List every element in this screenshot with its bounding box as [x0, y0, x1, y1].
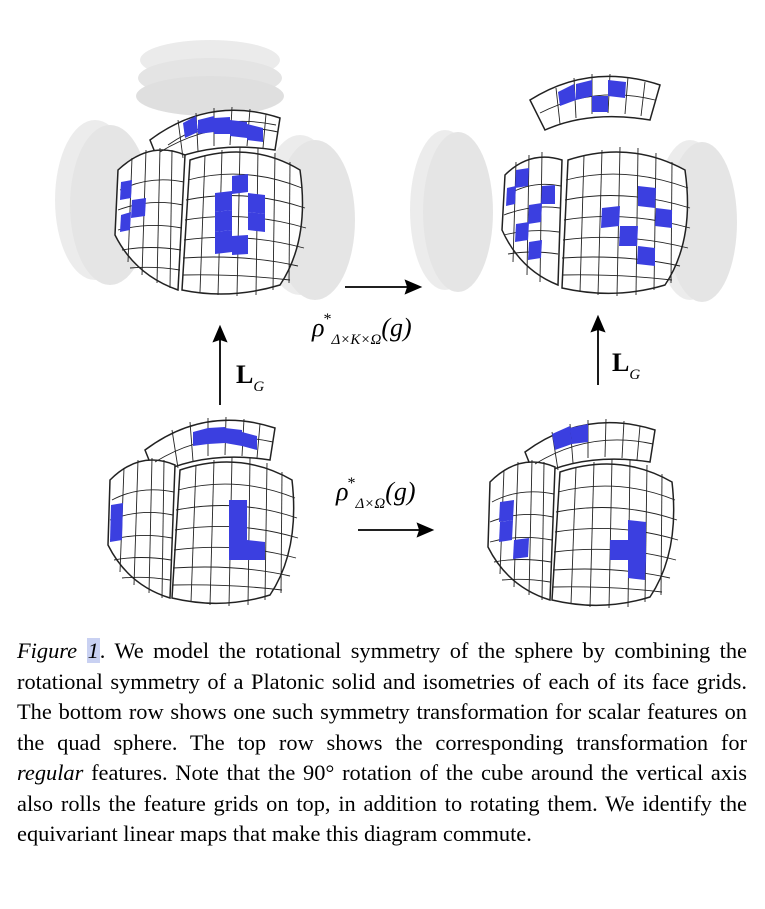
feature-cells — [506, 80, 672, 266]
feature-cells — [499, 424, 646, 580]
grid-lines — [117, 106, 307, 297]
arrow-bottom — [358, 522, 435, 538]
sphere-bottom-left — [107, 416, 299, 607]
caption-figure-number[interactable]: 1 — [86, 638, 100, 663]
caption-text-1: . We model the rotational symmetry of th… — [17, 638, 747, 755]
figure-caption: Figure 1. We model the rotational symmet… — [17, 636, 747, 850]
label-top-map: ρ*Δ×K×Ω(g) — [312, 311, 412, 348]
grid-lines — [489, 418, 679, 609]
feature-cells — [120, 116, 265, 255]
arrow-top — [345, 279, 423, 295]
sphere-top-left — [55, 40, 355, 300]
commutative-diagram — [55, 40, 737, 609]
feature-cells — [110, 427, 265, 560]
sphere-bottom-right — [487, 418, 679, 609]
label-right-lift: LG — [612, 348, 641, 383]
caption-emph: regular — [17, 760, 84, 785]
sphere-top-right — [410, 73, 737, 302]
arrow-right-lift — [590, 314, 606, 385]
arrow-left-lift — [212, 324, 228, 405]
caption-text-2: features. Note that the 90° rotation of … — [17, 760, 747, 846]
label-left-lift: LG — [236, 360, 265, 395]
caption-figure-word: Figure — [17, 638, 78, 663]
label-bottom-map: ρ*Δ×Ω(g) — [336, 475, 416, 512]
